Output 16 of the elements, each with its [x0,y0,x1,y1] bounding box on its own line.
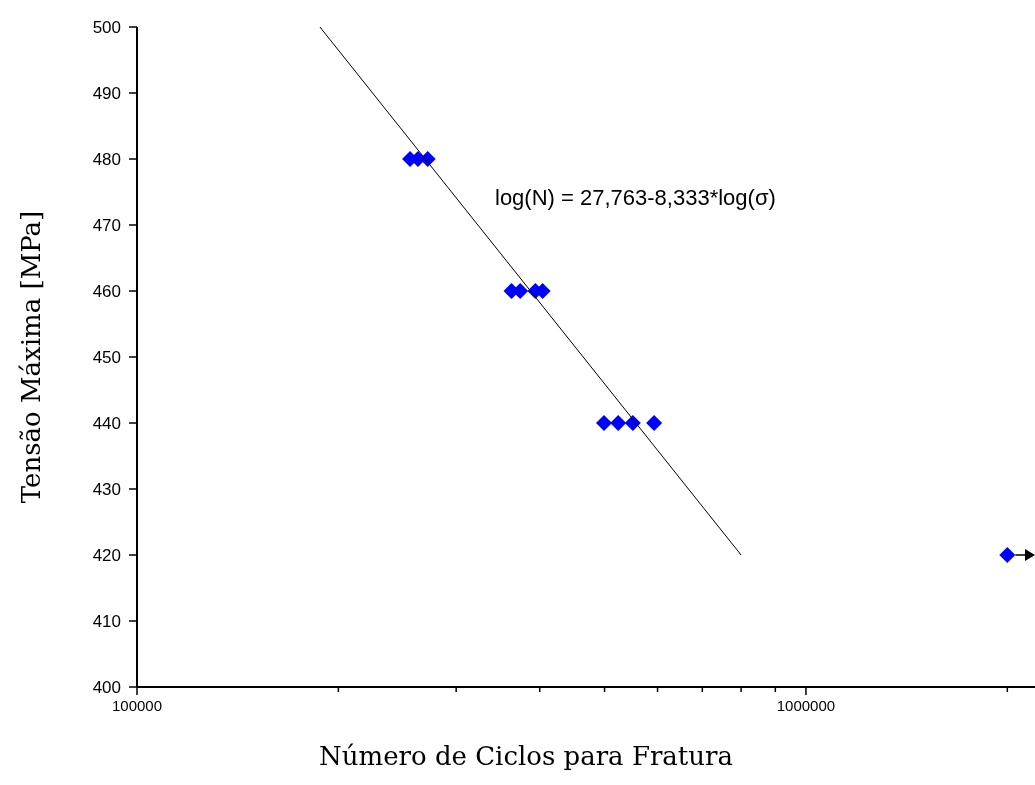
y-tick-label: 450 [92,348,121,367]
x-tick-label: 100000 [111,697,163,714]
y-axis-title: Tensão Máxima [MPa] [16,210,46,504]
y-tick-label: 460 [92,282,121,301]
y-tick-label: 480 [92,150,121,169]
annotation: log(N) = 27,763-8,333*log(σ) [495,185,776,210]
y-tick-label: 430 [92,480,121,499]
y-tick-label: 440 [92,414,121,433]
y-tick-label: 400 [92,678,121,697]
y-tick-label: 410 [92,612,121,631]
x-axis-title: Número de Ciclos para Fratura [319,741,733,771]
y-tick-label: 470 [92,216,121,235]
y-tick-label: 490 [92,84,121,103]
y-tick-label: 500 [92,18,121,37]
x-tick-label: 1000000 [776,697,836,714]
y-tick-label: 420 [92,546,121,565]
